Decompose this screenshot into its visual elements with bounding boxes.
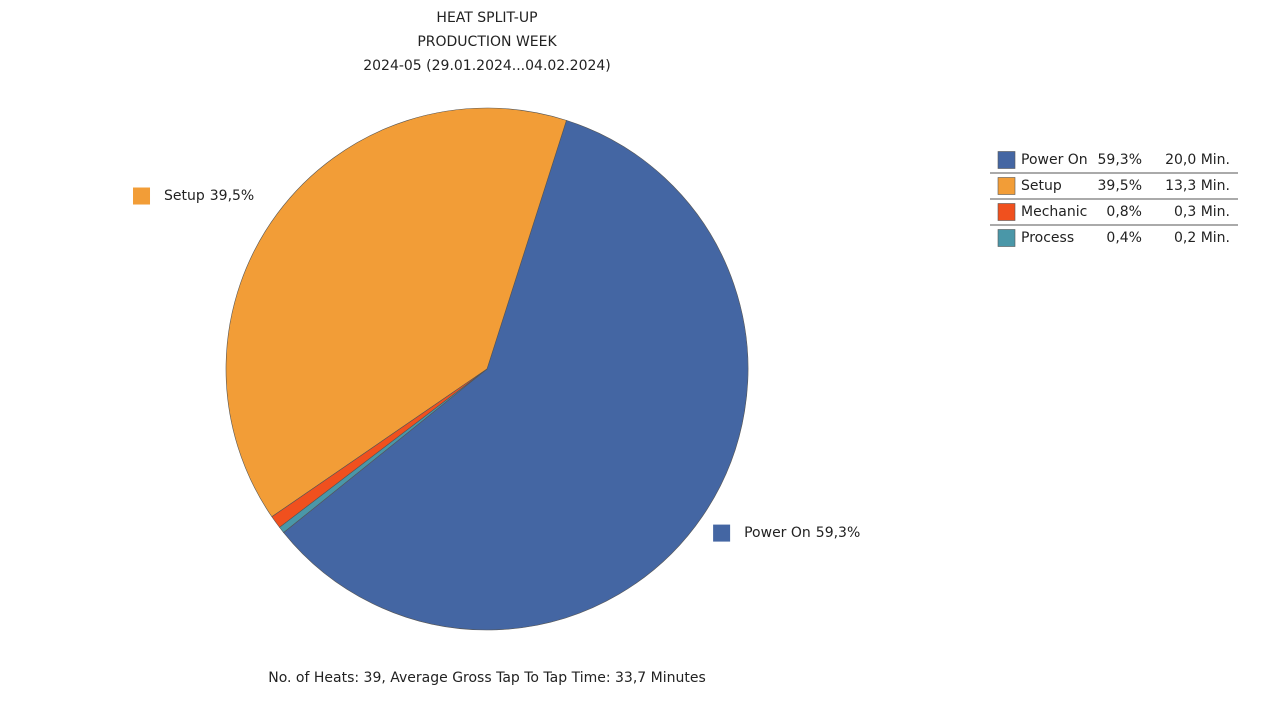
legend-percent: 0,4% — [1106, 230, 1142, 246]
data-label: 59,3% — [816, 525, 860, 541]
data-label: 39,5% — [210, 188, 254, 204]
legend-minutes: 0,2 Min. — [1174, 230, 1230, 246]
chart-footer: No. of Heats: 39, Average Gross Tap To T… — [268, 670, 706, 686]
pie-slice — [283, 120, 749, 631]
data-label-name: Setup — [164, 188, 205, 204]
legend-swatch — [997, 151, 1016, 169]
legend-minutes: 20,0 Min. — [1165, 152, 1230, 168]
legend-label: Setup — [1021, 178, 1062, 194]
data-label-name: Power On — [744, 525, 811, 541]
chart-subtitle: 2024-05 (29.01.2024...04.02.2024) — [363, 58, 611, 74]
chart-title: HEAT SPLIT-UP — [436, 10, 537, 26]
chart-subtitle: PRODUCTION WEEK — [417, 34, 557, 50]
legend-label: Power On — [1021, 152, 1088, 168]
legend-label: Process — [1021, 230, 1074, 246]
legend-swatch — [997, 177, 1016, 195]
legend-minutes: 13,3 Min. — [1165, 178, 1230, 194]
label-swatch — [713, 524, 731, 542]
legend-swatch — [997, 203, 1016, 221]
legend-label: Mechanic — [1021, 204, 1087, 220]
legend-swatch — [997, 229, 1016, 247]
pie-slice — [225, 107, 567, 518]
legend-percent: 59,3% — [1098, 152, 1142, 168]
legend-minutes: 0,3 Min. — [1174, 204, 1230, 220]
pie-slice — [279, 368, 488, 533]
legend-percent: 0,8% — [1106, 204, 1142, 220]
legend-percent: 39,5% — [1098, 178, 1142, 194]
label-swatch — [133, 187, 151, 205]
